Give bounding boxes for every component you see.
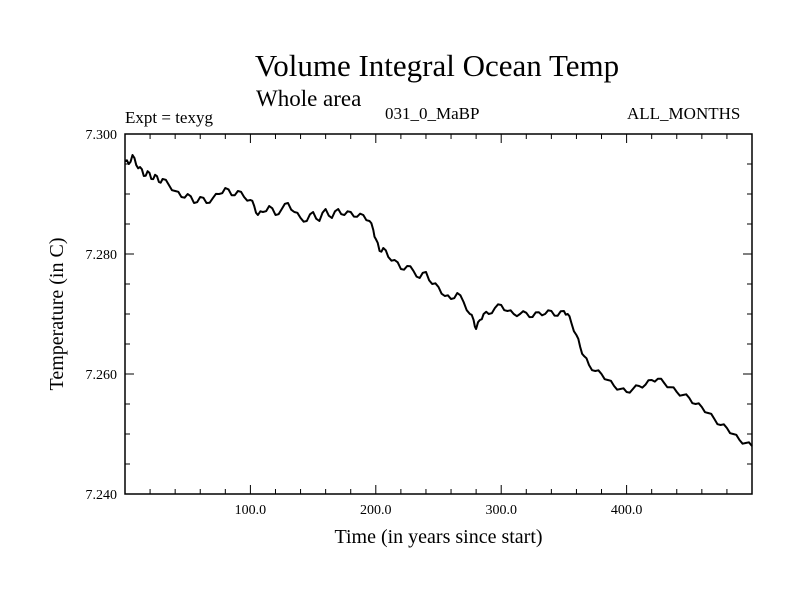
period-label: 031_0_MaBP: [385, 104, 480, 123]
chart-subtitle: Whole area: [256, 86, 362, 111]
axis-ticks: [125, 134, 752, 494]
y-tick-label: 7.240: [86, 488, 118, 503]
experiment-label: Expt = texyg: [125, 108, 213, 127]
y-tick-label: 7.280: [86, 248, 118, 263]
x-tick-label: 100.0: [235, 503, 267, 518]
temperature-series-line: [124, 154, 753, 447]
plot-frame: [124, 133, 753, 495]
tick-labels: 100.0 200.0 300.0 400.0 7.240 7.260 7.280 7.300: [86, 128, 643, 518]
months-label: ALL_MONTHS: [627, 104, 741, 123]
chart-title: Volume Integral Ocean Temp: [254, 48, 620, 83]
y-tick-label: 7.300: [86, 128, 118, 143]
x-tick-label: 400.0: [611, 503, 643, 518]
x-tick-label: 200.0: [360, 503, 392, 518]
x-tick-label: 300.0: [485, 503, 517, 518]
y-tick-label: 7.260: [86, 368, 118, 383]
x-axis-label: Time (in years since start): [334, 526, 542, 548]
y-axis-label: Temperature (in C): [46, 238, 68, 391]
